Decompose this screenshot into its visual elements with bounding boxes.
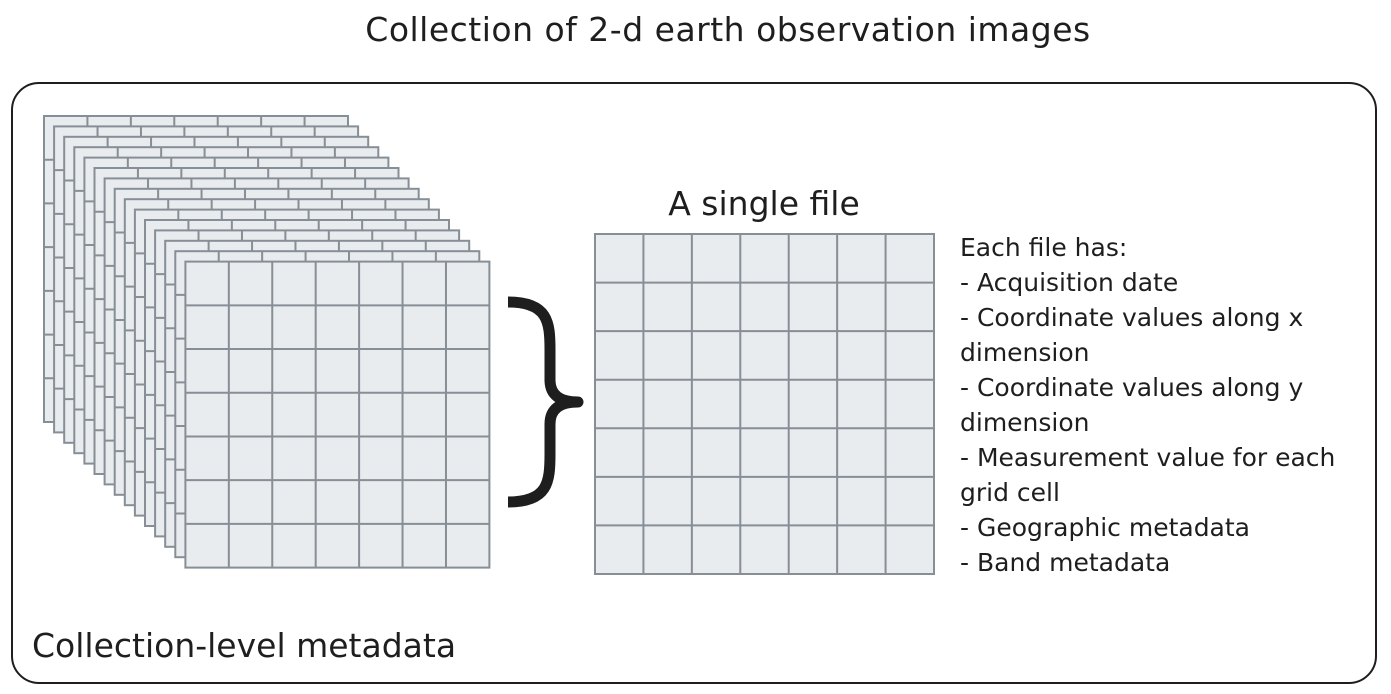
single-file-grid (594, 233, 935, 575)
file-contents-item: - Acquisition date (960, 268, 1179, 297)
file-contents-item: grid cell (960, 478, 1060, 507)
file-contents-item: - Coordinate values along x (960, 303, 1304, 332)
single-file-label: A single file (668, 184, 860, 223)
file-contents-item: - Geographic metadata (960, 513, 1251, 542)
file-contents-list: Each file has: - Acquisition date - Coor… (960, 230, 1370, 580)
file-contents-item: - Coordinate values along y (960, 373, 1304, 402)
file-contents-item: - Measurement value for each (960, 443, 1336, 472)
single-file-cells (594, 233, 935, 575)
collection-frame (11, 82, 1377, 684)
file-contents-item: - Band metadata (960, 548, 1171, 577)
stack-layer (184, 260, 491, 569)
diagram-title: Collection of 2-d earth observation imag… (365, 10, 1091, 49)
collection-metadata-label: Collection-level metadata (32, 626, 457, 665)
image-stack (43, 115, 491, 569)
file-contents-item: dimension (960, 338, 1090, 367)
file-contents-heading: Each file has: (960, 233, 1128, 262)
file-contents-item: dimension (960, 408, 1090, 437)
curly-brace-icon (507, 296, 584, 508)
